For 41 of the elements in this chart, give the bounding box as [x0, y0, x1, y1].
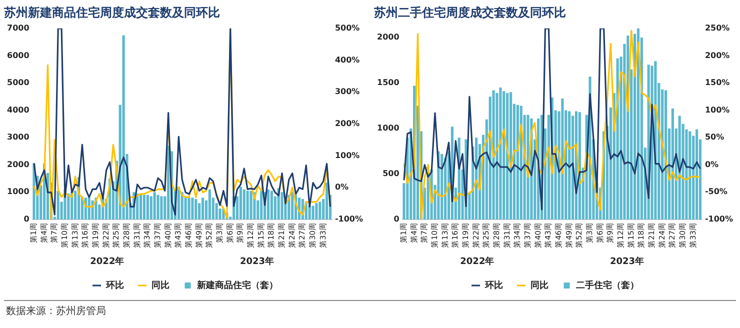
y2-tick-label: 50%: [704, 132, 724, 142]
y2-tick-label: 0%: [704, 160, 719, 169]
y-tick-label: 1500: [377, 78, 400, 88]
legend-label: 环比: [104, 280, 124, 291]
legend-label: 新建商品住宅（套）: [196, 280, 278, 291]
chart-title: 苏州二手住宅周度成交套数及同环比: [373, 5, 566, 20]
text: 2022年: [460, 256, 494, 267]
y2-tick-label: -100%: [704, 214, 734, 224]
y2-tick-label: 100%: [704, 105, 730, 114]
y2-tick-label: -50%: [704, 187, 728, 196]
legend-label: 同比: [151, 280, 170, 291]
text: 2023年: [240, 256, 274, 267]
y2-tick-label: 150%: [704, 78, 730, 88]
y2-tick-label: 300%: [334, 87, 360, 96]
y-tick-label: 1000: [377, 124, 400, 133]
y2-tick-label: -100%: [334, 214, 364, 224]
y2-tick-label: 100%: [334, 150, 360, 160]
y-tick-label: 6000: [7, 50, 30, 60]
y-tick-label: 2000: [377, 32, 400, 42]
y-tick-label: 2000: [7, 160, 30, 169]
y2-tick-label: 200%: [334, 119, 360, 128]
chart-title: 苏州新建商品住宅周度成交套数及同环比: [3, 5, 220, 20]
source-note: 数据来源：苏州房管局: [6, 304, 107, 318]
y-tick-label: 3000: [7, 132, 30, 142]
y-tick-label: 4000: [7, 105, 30, 114]
y2-tick-label: 500%: [334, 23, 360, 32]
text: 2022年: [90, 256, 124, 267]
y-tick-label: 0: [24, 214, 30, 224]
text: 2023年: [610, 256, 644, 267]
y2-tick-label: 250%: [704, 23, 730, 32]
y2-tick-label: 200%: [704, 50, 730, 60]
legend-label: 同比: [530, 280, 548, 291]
y-tick-label: 500: [382, 169, 400, 178]
y-tick-label: 5000: [7, 78, 30, 88]
y-tick-label: 1000: [7, 187, 30, 196]
legend-label: 环比: [484, 280, 503, 291]
y2-tick-label: 400%: [334, 55, 360, 64]
y2-tick-label: 0%: [334, 182, 349, 192]
y-tick-label: 0: [394, 214, 400, 224]
legend-label: 二手住宅（套）: [576, 280, 639, 291]
y-tick-label: 7000: [7, 23, 30, 32]
